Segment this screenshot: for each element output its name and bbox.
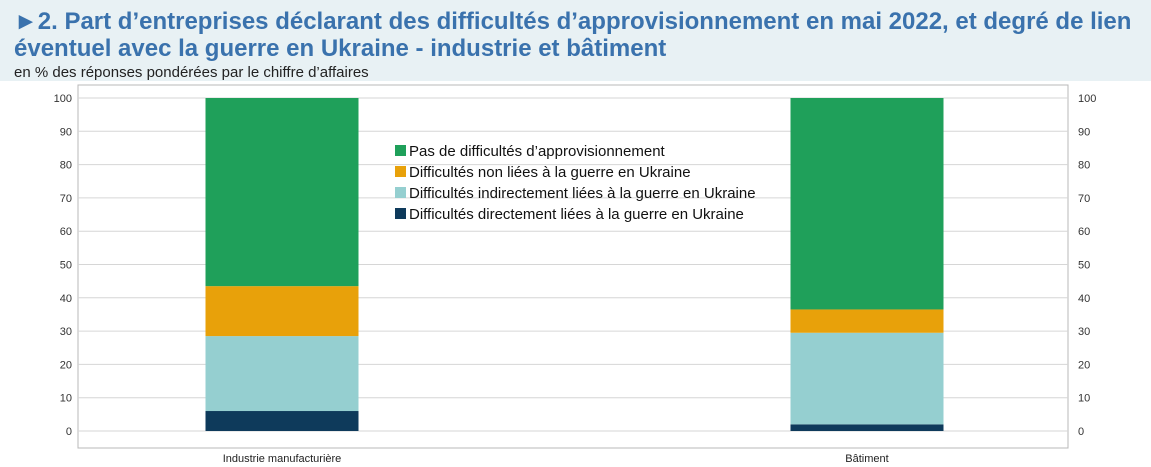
y-tick-label-right: 70 (1078, 193, 1090, 205)
chart-title: ►2. Part d’entreprises déclarant des dif… (14, 8, 1132, 62)
legend-label: Difficultés indirectement liées à la gue… (409, 185, 756, 202)
y-tick-label-left: 40 (60, 293, 72, 305)
y-tick-label-right: 20 (1078, 359, 1090, 371)
legend-swatch (395, 145, 406, 156)
legend-label: Difficultés directement liées à la guerr… (409, 206, 744, 223)
y-tick-label-right: 100 (1078, 93, 1096, 105)
y-tick-label-right: 10 (1078, 393, 1090, 405)
y-tick-label-left: 80 (60, 160, 72, 172)
legend-label: Pas de difficultés d’approvisionnement (409, 143, 666, 160)
stacked-bar-chart: 0 0 10 10 20 20 30 30 40 40 50 50 60 60 70 70 80 80 90 90 10… (54, 84, 1096, 465)
legend-swatch (395, 166, 406, 177)
x-category-label: Bâtiment (845, 453, 888, 465)
y-tick-label-left: 70 (60, 193, 72, 205)
legend-swatch (395, 187, 406, 198)
y-tick-label-right: 90 (1078, 126, 1090, 138)
bar-segment (790, 332, 944, 425)
legend-swatch (395, 208, 406, 219)
y-tick-label-left: 10 (60, 393, 72, 405)
bar-segment (790, 309, 944, 333)
bar-segment (205, 286, 359, 337)
y-tick-label-right: 50 (1078, 260, 1090, 272)
bar-segment (205, 411, 359, 431)
bar-segment (790, 424, 944, 431)
y-tick-label-left: 60 (60, 226, 72, 238)
y-tick-label-right: 80 (1078, 160, 1090, 172)
chart-subtitle: en % des réponses pondérées par le chiff… (14, 64, 369, 81)
y-tick-label-left: 90 (60, 126, 72, 138)
y-tick-label-left: 30 (60, 326, 72, 338)
bar-segment (205, 98, 359, 287)
y-tick-label-right: 0 (1078, 426, 1084, 438)
legend-label: Difficultés non liées à la guerre en Ukr… (409, 164, 691, 181)
y-tick-label-left: 50 (60, 260, 72, 272)
y-tick-label-right: 60 (1078, 226, 1090, 238)
chart-panel: 0 0 10 10 20 20 30 30 40 40 50 50 60 60 70 70 80 80 90 90 10… (0, 81, 1151, 467)
y-tick-label-right: 30 (1078, 326, 1090, 338)
bar-segment (205, 336, 359, 412)
y-tick-label-left: 0 (66, 426, 72, 438)
y-tick-label-right: 40 (1078, 293, 1090, 305)
x-category-label: Industrie manufacturière (223, 453, 342, 465)
y-tick-label-left: 100 (54, 93, 72, 105)
bar-segment (790, 98, 944, 310)
y-tick-label-left: 20 (60, 359, 72, 371)
